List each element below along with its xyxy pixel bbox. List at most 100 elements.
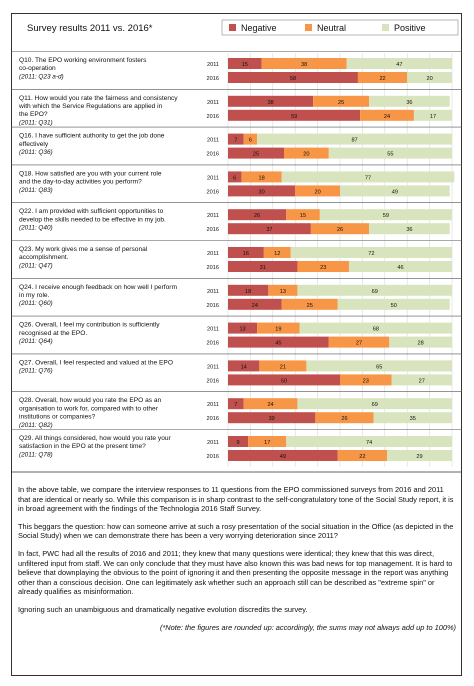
bar-positive — [281, 171, 455, 183]
year-label: 2016 — [207, 152, 219, 158]
bar-positive — [257, 133, 452, 145]
year-label: 2011 — [207, 62, 219, 68]
year-label: 2016 — [207, 265, 219, 271]
bar-negative — [228, 95, 314, 107]
question-text: Q11. How would you rate the fairness and… — [19, 95, 178, 102]
year-label: 2011 — [207, 251, 219, 257]
bar-negative — [228, 171, 242, 183]
year-label: 2016 — [207, 341, 219, 347]
data-label: 18 — [258, 175, 264, 181]
legend-box — [221, 19, 459, 36]
legend-label-neutral: Neutral — [317, 23, 346, 33]
year-label: 2011 — [207, 213, 219, 219]
data-label: 38 — [301, 62, 307, 68]
bar-negative — [228, 247, 264, 258]
commentary-paragraph-1: In the above table, we compare the inter… — [18, 485, 454, 514]
data-label: 36 — [406, 100, 412, 106]
data-label: 13 — [280, 289, 286, 295]
year-label: 2016 — [207, 114, 219, 120]
bar-negative — [228, 360, 260, 372]
bar-neutral — [315, 412, 374, 424]
chart-title: Survey results 2011 vs. 2016* — [27, 23, 153, 34]
data-label: 46 — [397, 265, 403, 271]
question-ref: (2011: Q23 a-d) — [19, 73, 64, 80]
question-ref: (2011: Q83) — [19, 187, 53, 194]
bar-neutral — [281, 298, 338, 310]
bar-positive — [340, 185, 450, 197]
question-text: with which the Service Regulations are a… — [18, 103, 163, 110]
data-label: 15 — [242, 62, 248, 68]
bar-negative — [228, 398, 244, 410]
bar-neutral — [261, 58, 347, 69]
year-label: 2016 — [207, 378, 219, 384]
bar-neutral — [259, 360, 307, 372]
bar-neutral — [340, 374, 392, 386]
bar-negative — [228, 336, 329, 348]
question-text: Q16. I have sufficient authority to get … — [19, 133, 165, 140]
question-text: accomplishment. — [19, 254, 69, 261]
data-label: 16 — [243, 251, 249, 257]
question-text: Q26. Overall, I feel my contribution is … — [19, 322, 160, 329]
year-label: 2016 — [207, 227, 219, 233]
question-text: Q22. I am provided with sufficient oppor… — [19, 208, 164, 215]
footnote: (*Note: the figures are rounded up: acco… — [159, 622, 456, 632]
bar-negative — [228, 374, 340, 386]
data-label: 37 — [266, 227, 272, 233]
bar-neutral — [337, 450, 388, 461]
question-ref: (2011: Q82) — [19, 422, 53, 429]
bar-neutral — [257, 322, 300, 334]
data-label: 69 — [372, 289, 378, 295]
bar-neutral — [297, 261, 349, 272]
question-text: satisfaction in the EPO at the present t… — [19, 443, 146, 450]
data-label: 15 — [300, 213, 306, 219]
question-ref: (2011: Q31) — [19, 119, 53, 126]
bar-positive — [290, 247, 452, 258]
bar-positive — [391, 374, 452, 386]
question-text: and the day-to-day activities you perfor… — [19, 179, 142, 186]
bar-neutral — [286, 209, 320, 221]
data-label: 35 — [410, 416, 416, 422]
bar-neutral — [360, 109, 414, 121]
year-label: 2011 — [207, 402, 219, 408]
question-ref: (2011: Q47) — [19, 262, 53, 269]
question-text: develop the skills needed to be effectiv… — [19, 216, 166, 223]
bar-positive — [346, 58, 452, 69]
data-label: 58 — [290, 76, 296, 82]
data-label: 29 — [416, 454, 422, 460]
data-label: 21 — [280, 364, 286, 370]
bar-positive — [337, 298, 450, 310]
question-text: Q27. Overall, I feel respected and value… — [19, 359, 173, 366]
data-label: 24 — [252, 303, 258, 309]
data-label: 59 — [291, 114, 297, 120]
question-text: in my role. — [19, 292, 50, 299]
bar-positive — [387, 450, 452, 461]
data-label: 72 — [368, 251, 374, 257]
data-label: 12 — [274, 251, 280, 257]
question-ref: (2011: Q60) — [19, 300, 53, 307]
question-text: effectively — [19, 141, 49, 148]
bar-negative — [228, 284, 269, 296]
question-text: Q18. How satisfied are you with your cur… — [19, 170, 162, 177]
bar-neutral — [313, 95, 370, 107]
question-text: recognised at the EPO. — [19, 330, 87, 337]
data-label: 47 — [396, 62, 402, 68]
commentary: In the above table, we compare the inter… — [18, 485, 456, 640]
data-label: 25 — [307, 303, 313, 309]
question-ref: (2011: Q76) — [19, 368, 53, 375]
data-label: 13 — [239, 327, 245, 333]
data-label: 7 — [234, 138, 237, 144]
bar-neutral — [284, 147, 329, 159]
bar-negative — [228, 209, 287, 221]
data-label: 6 — [249, 138, 252, 144]
bar-negative — [228, 58, 262, 69]
data-label: 65 — [376, 364, 382, 370]
bar-neutral — [263, 247, 291, 258]
year-label: 2011 — [207, 100, 219, 106]
data-label: 28 — [418, 341, 424, 347]
year-label: 2011 — [207, 327, 219, 333]
bar-negative — [228, 450, 338, 461]
data-label: 38 — [267, 100, 273, 106]
bar-negative — [228, 223, 311, 235]
bar-positive — [297, 284, 452, 296]
data-label: 26 — [254, 213, 260, 219]
